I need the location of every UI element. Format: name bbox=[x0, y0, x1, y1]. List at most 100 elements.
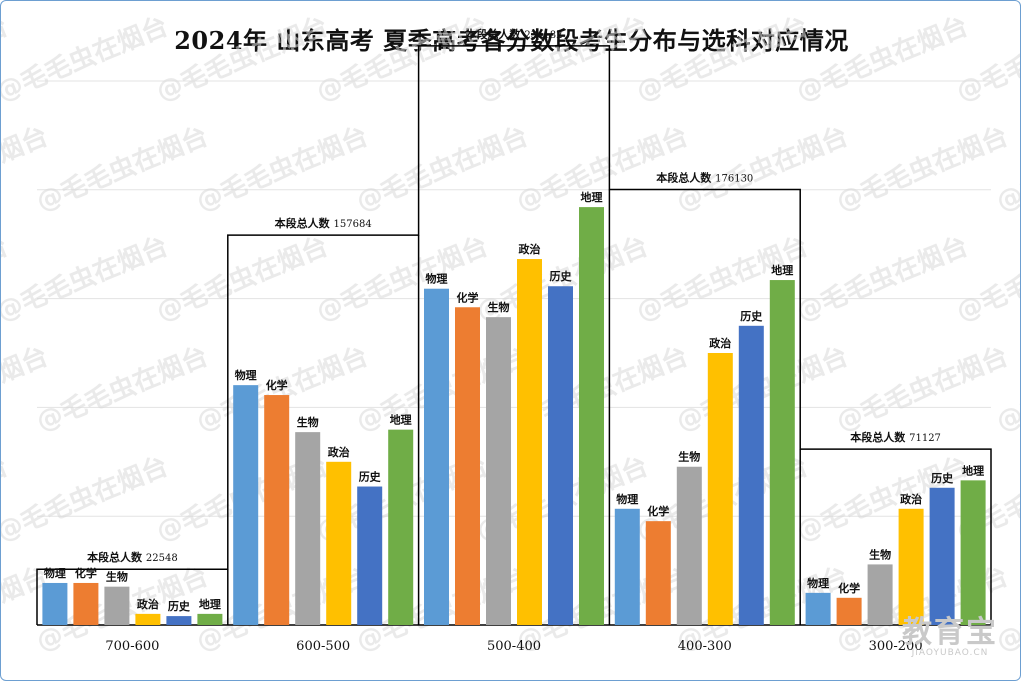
bar-600-500-化学 bbox=[264, 395, 290, 625]
bar-400-300-化学 bbox=[645, 521, 671, 625]
segment-total-caption: 本段总人数 bbox=[656, 170, 715, 184]
bar-300-200-地理 bbox=[960, 480, 986, 625]
bar-label: 政治 bbox=[709, 336, 731, 350]
bar-label: 物理 bbox=[44, 566, 66, 580]
bar-300-200-政治 bbox=[898, 508, 924, 625]
segment-total-value: 157684 bbox=[334, 219, 372, 230]
bar-label: 物理 bbox=[807, 576, 829, 590]
segment-total-label: 本段总人数 234182 bbox=[465, 27, 562, 41]
bar-400-300-生物 bbox=[676, 466, 702, 625]
bar-label: 地理 bbox=[390, 413, 412, 427]
watermark-text: @毛毛虫在烟台 bbox=[832, 341, 1012, 438]
watermark-text: @毛毛虫在烟台 bbox=[312, 11, 492, 108]
watermark-text: @毛毛虫在烟台 bbox=[352, 121, 532, 218]
x-tick-label: 500-400 bbox=[487, 639, 541, 654]
x-tick-label: 400-300 bbox=[678, 639, 732, 654]
segment-total-label: 本段总人数 176130 bbox=[656, 170, 753, 184]
bar-label: 历史 bbox=[359, 470, 382, 484]
bar-300-200-生物 bbox=[867, 564, 893, 625]
bar-300-200-历史 bbox=[929, 487, 955, 625]
x-tick-label: 700-600 bbox=[105, 639, 159, 654]
bar-label: 物理 bbox=[426, 272, 448, 286]
bar-500-400-生物 bbox=[486, 317, 511, 625]
bar-label: 地理 bbox=[962, 463, 984, 477]
bar-600-500-物理 bbox=[233, 385, 259, 625]
bar-label: 化学 bbox=[838, 581, 860, 595]
segment-total-value: 71127 bbox=[909, 433, 941, 444]
watermark-text: @毛毛虫在烟台 bbox=[32, 341, 212, 438]
bar-label: 生物 bbox=[678, 450, 700, 464]
segment-total-value: 234182 bbox=[524, 30, 562, 41]
bar-label: 政治 bbox=[328, 445, 350, 459]
bar-500-400-化学 bbox=[455, 307, 480, 625]
watermark-text: @毛毛虫在烟台 bbox=[792, 231, 972, 328]
bar-label: 地理 bbox=[581, 190, 603, 204]
bar-label: 物理 bbox=[235, 368, 257, 382]
bar-600-500-历史 bbox=[357, 486, 383, 625]
bar-700-600-地理 bbox=[197, 613, 223, 625]
total-envelope-outline bbox=[36, 45, 992, 625]
bar-700-600-物理 bbox=[42, 582, 68, 625]
bar-500-400-历史 bbox=[548, 286, 573, 625]
bar-300-200-物理 bbox=[805, 592, 831, 625]
segment-total-value: 176130 bbox=[715, 173, 753, 184]
segment-total-caption: 本段总人数 bbox=[465, 27, 524, 41]
bar-400-300-历史 bbox=[738, 325, 764, 625]
bar-label: 化学 bbox=[647, 504, 669, 518]
bar-label: 生物 bbox=[869, 547, 891, 561]
watermark-text: @毛毛虫在烟台 bbox=[632, 11, 812, 108]
x-tick-label: 600-500 bbox=[296, 639, 350, 654]
bar-400-300-地理 bbox=[769, 280, 795, 625]
bar-500-400-地理 bbox=[579, 207, 604, 626]
watermark-text: @毛毛虫在烟台 bbox=[832, 121, 1012, 218]
logo-text: 教育宝 bbox=[902, 615, 998, 650]
bar-label: 生物 bbox=[106, 570, 128, 584]
segment-total-caption: 本段总人数 bbox=[850, 430, 909, 444]
bar-400-300-政治 bbox=[707, 353, 733, 625]
bar-700-600-历史 bbox=[166, 616, 192, 625]
bar-label: 历史 bbox=[740, 309, 763, 323]
watermark-text: @毛毛虫在烟台 bbox=[1, 231, 172, 328]
watermark-text: @毛毛虫在烟台 bbox=[792, 11, 972, 108]
segment-total-caption: 本段总人数 bbox=[87, 550, 146, 564]
bar-label: 历史 bbox=[550, 269, 573, 283]
bar-label: 化学 bbox=[75, 566, 97, 580]
bar-600-500-政治 bbox=[326, 461, 352, 625]
watermark-text: @毛毛虫在烟台 bbox=[32, 121, 212, 218]
bar-700-600-化学 bbox=[73, 582, 99, 625]
bar-label: 政治 bbox=[519, 242, 541, 256]
bar-label: 化学 bbox=[457, 290, 479, 304]
bar-500-400-物理 bbox=[424, 288, 449, 625]
segment-total-label: 本段总人数 22548 bbox=[87, 550, 178, 564]
site-logo: 教育宝 JIAOYUBAO.CN bbox=[902, 615, 998, 659]
watermark-text: @毛毛虫在烟台 bbox=[152, 11, 332, 108]
segment-total-caption: 本段总人数 bbox=[275, 216, 334, 230]
bar-label: 物理 bbox=[616, 492, 638, 506]
bar-label: 政治 bbox=[900, 492, 922, 506]
bar-300-200-化学 bbox=[836, 597, 862, 625]
bar-label: 历史 bbox=[168, 599, 191, 613]
chart-title: 2024年 山东高考 夏季高考各分数段考生分布与选科对应情况 bbox=[174, 26, 849, 55]
watermark-text: @毛毛虫在烟台 bbox=[192, 121, 372, 218]
bar-500-400-政治 bbox=[517, 259, 542, 625]
segment-total-value: 22548 bbox=[146, 553, 178, 564]
watermark-text: @毛毛虫在烟台 bbox=[472, 11, 652, 108]
bar-label: 地理 bbox=[771, 263, 793, 277]
segment-total-label: 本段总人数 157684 bbox=[275, 216, 372, 230]
bar-label: 生物 bbox=[297, 415, 319, 429]
bar-label: 历史 bbox=[931, 471, 954, 485]
bar-label: 生物 bbox=[488, 300, 510, 314]
bar-label: 政治 bbox=[137, 597, 159, 611]
watermark-text: @毛毛虫在烟台 bbox=[672, 121, 852, 218]
bar-label: 地理 bbox=[199, 597, 221, 611]
watermark-text: @毛毛虫在烟台 bbox=[1, 11, 172, 108]
x-tick-label: 300-200 bbox=[869, 639, 923, 654]
segment-total-label: 本段总人数 71127 bbox=[850, 430, 941, 444]
bar-label: 化学 bbox=[266, 378, 288, 392]
watermark-text: @毛毛虫在烟台 bbox=[152, 231, 332, 328]
logo-subtext: JIAOYUBAO.CN bbox=[911, 648, 989, 658]
watermark-text: @毛毛虫在烟台 bbox=[1, 451, 172, 548]
bar-400-300-物理 bbox=[614, 508, 640, 625]
